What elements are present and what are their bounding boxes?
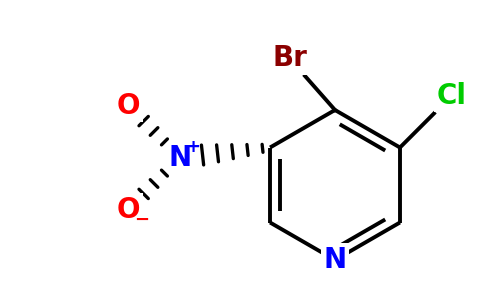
Text: N: N [168, 143, 192, 172]
Text: O: O [116, 196, 140, 224]
Text: N: N [323, 246, 347, 274]
Text: Cl: Cl [437, 82, 467, 110]
Text: Br: Br [272, 44, 307, 72]
Text: O: O [116, 92, 140, 119]
Text: −: − [135, 211, 150, 229]
Text: +: + [185, 139, 200, 157]
